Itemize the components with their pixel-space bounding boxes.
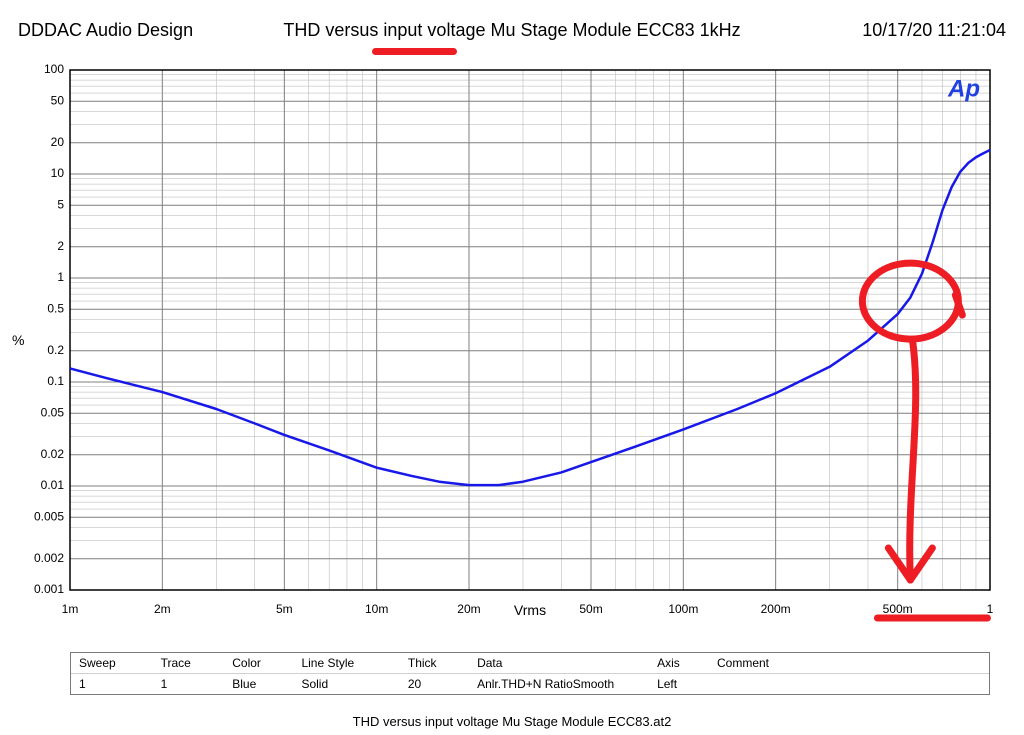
svg-text:0.05: 0.05 xyxy=(41,405,65,419)
footer-filename: THD versus input voltage Mu Stage Module… xyxy=(0,714,1024,729)
plot-region: 1m2m5m10m20m50m100m200m500m10.0010.0020.… xyxy=(70,70,990,590)
svg-text:1: 1 xyxy=(57,270,64,284)
x-axis-label: Vrms xyxy=(514,602,546,618)
legend-header-row: Sweep Trace Color Line Style Thick Data … xyxy=(71,653,989,674)
datetime-label: 10/17/20 11:21:04 xyxy=(862,20,1006,41)
cell-data: Anlr.THD+N RatioSmooth xyxy=(469,674,649,695)
header: DDDAC Audio Design THD versus input volt… xyxy=(0,20,1024,50)
svg-text:0.1: 0.1 xyxy=(47,374,64,388)
svg-text:0.01: 0.01 xyxy=(41,478,65,492)
y-axis-label: % xyxy=(12,332,24,348)
col-data: Data xyxy=(469,653,649,674)
ap-logo: Ap xyxy=(947,75,980,102)
svg-text:5: 5 xyxy=(57,197,64,211)
page: DDDAC Audio Design THD versus input volt… xyxy=(0,0,1024,735)
cell-linestyle: Solid xyxy=(293,674,399,695)
col-sweep: Sweep xyxy=(71,653,153,674)
svg-text:0.02: 0.02 xyxy=(41,447,65,461)
chart-area: % 1m2m5m10m20m50m100m200m500m10.0010.002… xyxy=(0,60,1024,620)
col-axis: Axis xyxy=(649,653,709,674)
svg-text:2: 2 xyxy=(57,239,64,253)
col-thick: Thick xyxy=(400,653,469,674)
legend-data-row: 1 1 Blue Solid 20 Anlr.THD+N RatioSmooth… xyxy=(71,674,989,695)
svg-text:0.002: 0.002 xyxy=(34,551,64,565)
col-comment: Comment xyxy=(709,653,989,674)
svg-text:0.005: 0.005 xyxy=(34,509,64,523)
col-color: Color xyxy=(224,653,293,674)
cell-color: Blue xyxy=(224,674,293,695)
svg-text:0.5: 0.5 xyxy=(47,301,64,315)
svg-text:0.001: 0.001 xyxy=(34,582,64,596)
cell-thick: 20 xyxy=(400,674,469,695)
chart-svg: 1m2m5m10m20m50m100m200m500m10.0010.0020.… xyxy=(70,70,990,590)
cell-sweep: 1 xyxy=(71,674,153,695)
svg-text:10: 10 xyxy=(51,166,65,180)
cell-trace: 1 xyxy=(153,674,225,695)
legend-table: Sweep Trace Color Line Style Thick Data … xyxy=(70,652,990,695)
svg-text:50: 50 xyxy=(51,93,65,107)
svg-text:20: 20 xyxy=(51,135,65,149)
svg-text:100: 100 xyxy=(44,62,64,76)
cell-comment xyxy=(709,674,989,695)
svg-text:0.2: 0.2 xyxy=(47,343,64,357)
annotation-underline-title xyxy=(372,48,457,55)
cell-axis: Left xyxy=(649,674,709,695)
col-linestyle: Line Style xyxy=(293,653,399,674)
col-trace: Trace xyxy=(153,653,225,674)
